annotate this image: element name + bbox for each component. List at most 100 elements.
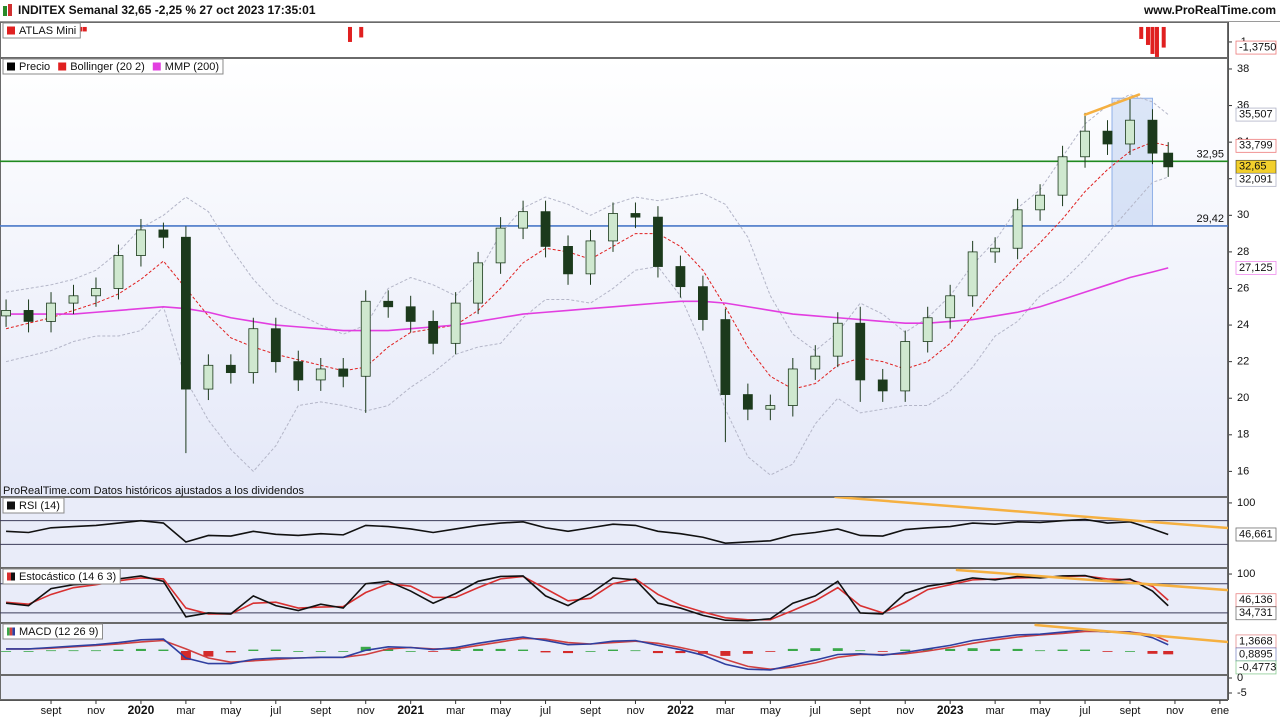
bar: [1080, 649, 1091, 651]
legend-box: [2, 568, 121, 585]
last-value-box: [1235, 138, 1277, 153]
x-tick-label: sept: [580, 705, 601, 717]
candle-body: [698, 286, 708, 320]
series-line: [6, 267, 1169, 332]
legend-label: MMP (200): [165, 61, 219, 73]
bar: [1163, 650, 1174, 655]
candle-body: [1080, 130, 1090, 158]
candle-body: [1147, 119, 1158, 154]
bar: [1154, 26, 1159, 57]
last-value-label: 46,661: [1239, 528, 1273, 540]
header-bar: [0, 0, 1280, 22]
candle-body: [315, 368, 326, 381]
y-tick-label: 38: [1237, 63, 1249, 75]
legend-swatch: [7, 62, 15, 71]
bar: [113, 649, 124, 651]
x-tick-label: 2020: [128, 703, 155, 717]
x-tick-label: mar: [986, 705, 1005, 717]
y-tick-label: 28: [1237, 246, 1249, 258]
trend-line: [955, 568, 1228, 592]
bar: [1139, 26, 1144, 39]
panel-background: [0, 58, 1228, 497]
y-tick-label: 20: [1237, 392, 1249, 404]
chart-note: ProRealTime.com Datos históricos ajustad…: [3, 485, 305, 497]
bar: [270, 649, 281, 651]
x-tick-label: may: [490, 705, 511, 717]
candle-body: [810, 355, 821, 370]
x-tick-label: jul: [809, 705, 821, 717]
bar: [900, 649, 911, 651]
bar: [315, 650, 326, 652]
legend-swatch: [58, 62, 67, 71]
x-tick-label: nov: [357, 705, 375, 717]
header-icon: [8, 4, 12, 16]
y-tick-label: 18: [1237, 429, 1249, 441]
bar: [359, 26, 364, 38]
bar: [360, 646, 371, 651]
bar: [630, 650, 641, 652]
bar: [68, 650, 79, 652]
candle-body: [540, 211, 551, 247]
horizontal-line-label: 29,42: [1196, 213, 1224, 225]
bar: [720, 650, 731, 656]
bar: [742, 650, 753, 654]
candle-body: [1102, 130, 1113, 145]
x-tick-label: sept: [310, 705, 331, 717]
x-tick-label: 2021: [397, 703, 424, 717]
candle-body: [136, 229, 146, 256]
x-tick-label: jul: [539, 705, 551, 717]
candle-body: [1, 310, 11, 317]
bar: [675, 650, 686, 654]
plot-area: [0, 497, 1228, 545]
x-tick-label: mar: [716, 705, 735, 717]
y-tick-label: 100: [1237, 497, 1255, 509]
bar: [563, 650, 574, 654]
candle-body: [1125, 119, 1135, 145]
candle-body: [91, 288, 101, 297]
candle-body: [180, 236, 191, 390]
legend-box: [2, 623, 103, 640]
x-tick-label: mar: [446, 705, 465, 717]
plot-area: [0, 568, 1228, 622]
candle-body: [630, 213, 641, 218]
legend-swatch: [7, 627, 10, 636]
candle-body: [68, 295, 79, 304]
y-tick-label: 0: [1237, 672, 1243, 684]
last-value-box: [1235, 606, 1277, 621]
candle-body: [405, 306, 416, 322]
last-value-label: 1,3668: [1239, 635, 1273, 647]
legend: Estocástico (14 6 3): [2, 568, 121, 585]
bar: [518, 649, 529, 651]
last-value-label: 35,507: [1239, 108, 1273, 120]
last-value-box: [1235, 260, 1277, 275]
candle-body: [518, 211, 528, 229]
candle-body: [1057, 156, 1068, 196]
bar: [338, 650, 349, 652]
legend-label: Bollinger (20 2): [70, 61, 145, 73]
bar: [787, 648, 798, 651]
panel-background: [0, 22, 1228, 58]
panel-background: [0, 675, 1228, 700]
last-value-label: 27,125: [1239, 262, 1273, 274]
x-tick-label: jul: [1079, 705, 1091, 717]
legend: RSI (14): [2, 497, 65, 514]
bar: [922, 648, 933, 651]
bar: [765, 650, 776, 652]
legend-box: [2, 22, 81, 39]
bar: [46, 650, 57, 652]
legend-label: Estocástico (14 6 3): [19, 571, 116, 583]
trend-line: [1034, 623, 1228, 644]
last-value-box: [1235, 527, 1277, 542]
bar: [82, 26, 87, 32]
bar: [203, 650, 214, 657]
x-tick-label: nov: [87, 705, 105, 717]
candle-body: [563, 246, 573, 275]
bar: [428, 650, 439, 652]
legend-box: [2, 497, 65, 514]
bar: [990, 648, 1001, 651]
legend-label: Precio: [19, 61, 50, 73]
x-tick-label: mar: [176, 705, 195, 717]
candle-body: [585, 240, 596, 275]
bar: [1012, 648, 1023, 651]
bar: [1147, 650, 1158, 654]
